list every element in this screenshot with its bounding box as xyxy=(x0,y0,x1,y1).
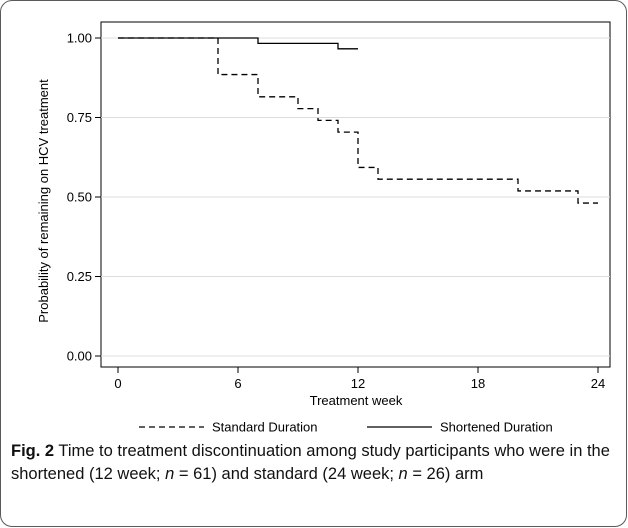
y-tick-label: 0.25 xyxy=(67,269,92,284)
x-axis-label: Treatment week xyxy=(310,393,403,408)
caption-text: Time to treatment discontinuation among … xyxy=(11,442,610,483)
series-line-standard-duration xyxy=(118,37,598,204)
y-tick-label: 1.00 xyxy=(67,31,92,46)
y-tick-label: 0.75 xyxy=(67,110,92,125)
x-tick-label: 0 xyxy=(114,376,121,391)
figure-caption: Fig. 2 Time to treatment discontinuation… xyxy=(11,440,616,486)
caption-n-symbol-2: n xyxy=(398,465,408,483)
caption-n-symbol: n xyxy=(165,465,175,483)
survival-curves xyxy=(118,37,598,204)
y-axis-ticks: 0.00 0.25 0.50 0.75 1.00 xyxy=(67,31,101,364)
km-chart: 0.00 0.25 0.50 0.75 1.00 0 6 12 18 24 Treatment … xyxy=(36,21,611,435)
x-tick-label: 24 xyxy=(591,376,605,391)
x-tick-label: 12 xyxy=(351,376,365,391)
caption-n-value-2: = 26) arm xyxy=(407,465,484,483)
legend-label: Standard Duration xyxy=(212,420,318,435)
series-line-shortened-duration xyxy=(118,37,358,50)
caption-n-value: = 61) and standard (24 week; xyxy=(174,465,399,483)
legend: Standard Duration Shortened Duration xyxy=(139,420,553,435)
legend-label: Shortened Duration xyxy=(440,420,553,435)
y-tick-label: 0.50 xyxy=(67,190,92,205)
y-axis-label: Probability of remaining on HCV treatmen… xyxy=(36,79,51,323)
plot-area xyxy=(100,21,611,368)
figure-label: Fig. 2 xyxy=(11,442,55,460)
x-axis-ticks: 0 6 12 18 24 xyxy=(114,367,605,391)
x-tick-label: 18 xyxy=(471,376,485,391)
y-tick-label: 0.00 xyxy=(67,349,92,364)
x-tick-label: 6 xyxy=(234,376,241,391)
